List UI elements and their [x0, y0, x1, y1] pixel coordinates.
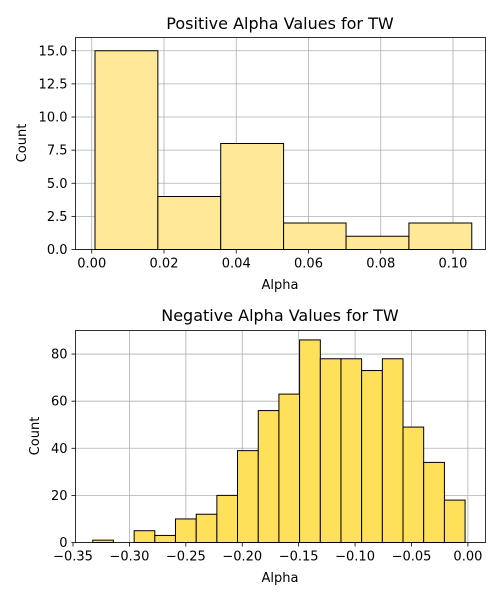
positive-y-tick-label: 10.0 — [39, 111, 68, 126]
positive-chart-title: Positive Alpha Values for TW — [166, 14, 394, 33]
negative-histogram-bar — [216, 494, 239, 543]
negative-histogram-bar — [319, 358, 342, 543]
negative-plot-frame — [75, 330, 486, 543]
positive-x-tick-label: 0.10 — [439, 257, 468, 272]
positive-histogram-bar — [283, 222, 347, 250]
negative-histogram-bar — [361, 370, 383, 543]
negative-x-tick-label: −0.05 — [392, 550, 432, 565]
positive-y-tick-label: 0.0 — [47, 243, 68, 258]
positive-x-tick-label: 0.02 — [150, 257, 179, 272]
negative-alpha-panel: Negative Alpha Values for TW −0.35 −0.30 −… — [28, 306, 486, 586]
positive-histogram-bar — [408, 222, 473, 250]
negative-histogram-bar — [174, 518, 197, 544]
negative-y-tick-label: 20 — [51, 489, 68, 504]
positive-plot-frame — [75, 37, 486, 250]
negative-x-tick-label: −0.35 — [53, 550, 93, 565]
negative-histogram-bar — [278, 393, 301, 543]
negative-histogram-bar — [443, 499, 466, 544]
negative-histogram-bar — [154, 534, 176, 544]
positive-x-tick-label: 0.08 — [366, 257, 395, 272]
positive-x-tick-label: 0.06 — [294, 257, 323, 272]
negative-x-tick-label: 0.00 — [453, 550, 482, 565]
negative-histogram-bar — [299, 339, 321, 543]
positive-y-tick-label: 7.5 — [47, 144, 68, 159]
positive-y-tick-label: 5.0 — [47, 177, 68, 192]
negative-x-tick-label: −0.20 — [222, 550, 262, 565]
negative-y-tick-label: 80 — [51, 348, 68, 363]
negative-histogram-bar — [237, 450, 259, 543]
positive-histogram-bar — [345, 235, 410, 250]
positive-y-axis-label: Count — [15, 124, 30, 163]
positive-x-axis-label: Alpha — [262, 278, 299, 293]
negative-histogram-bar — [381, 358, 404, 543]
positive-x-tick-label: 0.04 — [222, 257, 251, 272]
negative-y-tick-label: 40 — [51, 442, 68, 457]
negative-histogram-bar — [402, 426, 425, 544]
negative-x-tick-label: −0.25 — [166, 550, 206, 565]
negative-x-axis-label: Alpha — [262, 571, 299, 586]
positive-histogram-bar — [220, 143, 285, 250]
negative-histogram-bar — [195, 513, 218, 544]
negative-y-tick-label: 60 — [51, 395, 68, 410]
negative-histogram-bar — [423, 461, 445, 543]
positive-y-tick-label: 15.0 — [39, 44, 68, 59]
negative-histogram-bar — [340, 358, 363, 543]
negative-y-tick-label: 0 — [59, 536, 67, 551]
positive-x-tick-label: 0.00 — [77, 257, 106, 272]
positive-histogram-bar — [94, 50, 159, 250]
negative-histogram-bar — [257, 410, 280, 544]
negative-x-tick-label: −0.30 — [110, 550, 150, 565]
positive-alpha-panel: Positive Alpha Values for TW 0.00 0.02 0.0… — [15, 14, 486, 293]
positive-histogram-bar — [157, 196, 222, 250]
negative-chart-title: Negative Alpha Values for TW — [161, 306, 399, 325]
negative-x-tick-label: −0.10 — [335, 550, 375, 565]
negative-x-tick-label: −0.15 — [279, 550, 319, 565]
positive-y-tick-label: 12.5 — [39, 77, 68, 92]
positive-y-tick-label: 2.5 — [47, 210, 68, 225]
negative-y-axis-label: Count — [28, 417, 43, 456]
negative-histogram-bar — [133, 530, 156, 544]
